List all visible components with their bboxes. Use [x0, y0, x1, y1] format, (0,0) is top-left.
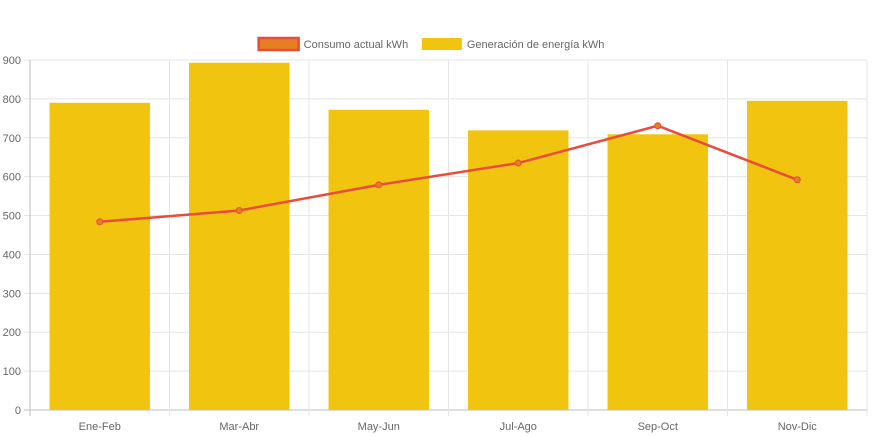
y-tick-label: 300 — [3, 288, 21, 300]
point-consumo[interactable] — [793, 176, 801, 184]
y-tick-label: 600 — [3, 172, 21, 184]
y-tick-label: 200 — [3, 327, 21, 339]
bar-series — [49, 62, 848, 411]
x-tick-label: May-Jun — [358, 421, 400, 433]
bar-generacion[interactable] — [189, 62, 290, 410]
bar-generacion[interactable] — [468, 130, 569, 410]
bar-generacion[interactable] — [747, 100, 848, 410]
point-consumo[interactable] — [96, 218, 104, 226]
legend-label-consumo[interactable]: Consumo actual kWh — [304, 39, 409, 51]
x-tick-label: Sep-Oct — [638, 421, 678, 433]
x-tick-label: Nov-Dic — [778, 421, 818, 433]
axes: 0 100 200 300 400 500 600 700 800 900 Ene-Feb Mar-A… — [3, 55, 818, 433]
bar-generacion[interactable] — [49, 102, 150, 411]
x-tick-label: Mar-Abr — [219, 421, 259, 433]
legend-swatch-generacion[interactable] — [421, 38, 462, 50]
point-consumo[interactable] — [375, 181, 383, 189]
y-tick-label: 800 — [3, 94, 21, 106]
point-consumo[interactable] — [654, 122, 662, 130]
line-series — [96, 122, 801, 226]
point-consumo[interactable] — [235, 207, 243, 214]
legend: Consumo actual kWh Generación de energía … — [257, 36, 605, 52]
y-tick-label: 700 — [3, 133, 21, 145]
point-consumo[interactable] — [514, 159, 522, 167]
y-tick-label: 500 — [3, 211, 21, 223]
y-tick-label: 400 — [3, 249, 21, 261]
y-tick-label: 900 — [3, 55, 21, 67]
legend-swatch-consumo[interactable] — [257, 36, 300, 52]
grid — [24, 59, 868, 416]
line-consumo — [99, 124, 798, 224]
x-tick-label: Ene-Feb — [79, 421, 121, 433]
x-tick-label: Jul-Ago — [500, 421, 537, 433]
legend-label-generacion[interactable]: Generación de energía kWh — [467, 39, 605, 51]
bar-generacion[interactable] — [607, 134, 708, 410]
y-tick-label: 0 — [15, 405, 21, 417]
bar-generacion[interactable] — [328, 109, 429, 411]
y-tick-label: 100 — [3, 366, 21, 378]
